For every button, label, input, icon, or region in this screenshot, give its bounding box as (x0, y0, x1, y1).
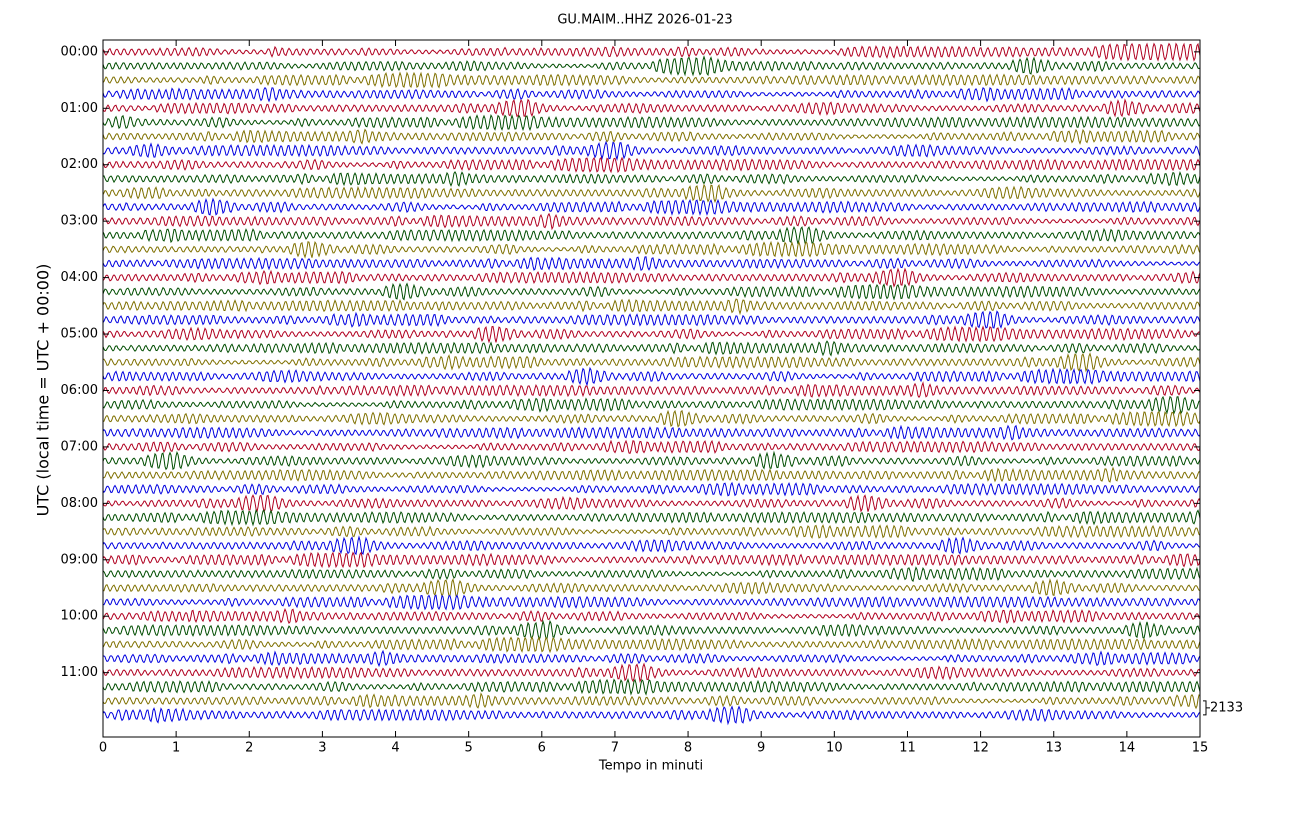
traces (102, 42, 1201, 726)
trace (102, 551, 1201, 569)
trace (102, 282, 1201, 301)
trace (103, 466, 1201, 483)
trace (102, 86, 1201, 103)
x-tick-label: 0 (99, 741, 107, 756)
trace (102, 607, 1201, 625)
trace (102, 619, 1201, 640)
trace (102, 128, 1201, 145)
trace (102, 42, 1201, 62)
trace (102, 450, 1201, 471)
x-axis-label: Tempo in minuti (598, 759, 703, 774)
trace (102, 594, 1201, 611)
x-tick-label: 9 (757, 741, 765, 756)
y-tick-label: 09:00 (61, 552, 98, 567)
x-tick-label: 15 (1192, 741, 1209, 756)
trace (102, 98, 1201, 118)
trace (102, 366, 1201, 387)
x-tick-label: 6 (538, 741, 546, 756)
y-tick-label: 07:00 (61, 439, 98, 454)
trace (102, 524, 1201, 539)
trace (102, 395, 1201, 415)
y-tick-label: 06:00 (61, 383, 98, 398)
trace (102, 256, 1201, 271)
trace (102, 662, 1201, 683)
trace (102, 705, 1201, 726)
trace (102, 535, 1201, 556)
plot-frame (102, 39, 1201, 738)
x-tick-label: 11 (899, 741, 916, 756)
x-tick-label: 3 (318, 741, 326, 756)
x-tick-label: 1 (172, 741, 180, 756)
trace (102, 55, 1201, 77)
trace (102, 352, 1201, 373)
y-tick-label: 08:00 (61, 496, 98, 511)
x-tick-label: 10 (826, 741, 843, 756)
trace (102, 692, 1201, 710)
trace (102, 409, 1201, 428)
y-axis-label: UTC (local time = UTC + 00:00) (34, 264, 53, 517)
x-tick-label: 2 (245, 741, 253, 756)
y-tick-label: 01:00 (61, 101, 98, 116)
trace (102, 636, 1201, 654)
trace (102, 113, 1201, 132)
trace (102, 225, 1201, 245)
trace (102, 156, 1201, 174)
trace (102, 71, 1201, 89)
trace (103, 578, 1201, 598)
trace (102, 494, 1201, 513)
trace (102, 267, 1201, 288)
trace (102, 381, 1201, 399)
trace (102, 170, 1201, 187)
x-tick-label: 12 (972, 741, 989, 756)
x-tick-label: 13 (1045, 741, 1062, 756)
trace (102, 340, 1201, 357)
trace (102, 439, 1201, 455)
trace (102, 197, 1201, 216)
y-tick-label: 02:00 (61, 157, 98, 172)
y-tick-label: 03:00 (61, 214, 98, 229)
x-tick-label: 4 (391, 741, 399, 756)
y-tick-label: 00:00 (61, 44, 98, 59)
x-tick-label: 14 (1119, 741, 1136, 756)
y-tick-label: 10:00 (61, 609, 98, 624)
y-tick-label: 11:00 (61, 665, 98, 680)
trace (102, 424, 1201, 441)
x-tick-label: 5 (465, 741, 473, 756)
trace (102, 183, 1201, 204)
trace (102, 298, 1201, 316)
trace (102, 649, 1201, 668)
trace (102, 566, 1201, 583)
trace (102, 240, 1201, 259)
y-tick-label: 05:00 (61, 327, 98, 342)
trace (102, 310, 1201, 329)
trace (102, 325, 1201, 344)
y-tick-label: 04:00 (61, 270, 98, 285)
trace (102, 212, 1201, 231)
scale-label: 2133 (1210, 700, 1243, 715)
trace (102, 140, 1201, 161)
trace (102, 481, 1201, 497)
x-tick-label: 8 (684, 741, 692, 756)
trace (102, 508, 1201, 527)
chart-title: GU.MAIM..HHZ 2026-01-23 (557, 13, 732, 28)
scale-bar (1203, 700, 1210, 716)
x-tick-label: 7 (611, 741, 619, 756)
trace (102, 678, 1201, 696)
